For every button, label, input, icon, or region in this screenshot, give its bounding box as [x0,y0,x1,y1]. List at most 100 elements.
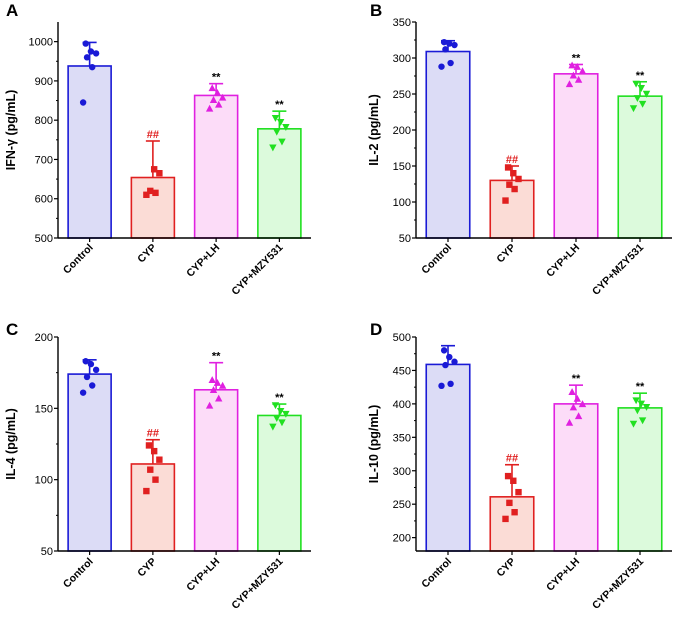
data-point [438,63,445,70]
x-tick-label: CYP [135,242,159,266]
data-point [440,347,448,354]
data-point [82,358,89,365]
data-point [143,191,150,198]
data-point [510,477,517,484]
data-point [208,84,216,92]
data-point [451,41,458,49]
x-tick-label: CYP+MZY531 [229,556,285,612]
data-point [446,40,453,47]
y-tick-label: 150 [393,161,411,173]
data-point [504,472,512,480]
data-point [87,48,95,55]
chart-panel-c: C ## ** ** 50 100 150 200 Control CYP CYP+LH CYP+MZ… [4,320,311,612]
data-point [633,407,642,415]
bar-cyp-mzy531 [617,95,663,239]
data-point [156,170,163,177]
data-point [515,175,522,183]
data-point [215,100,223,108]
data-point [82,40,89,47]
bar-cyp-mzy531 [257,128,302,239]
data-point [79,389,87,396]
data-point [276,118,285,126]
data-point [269,144,277,152]
data-point [502,197,509,204]
bar-cyp-mzy531 [617,407,663,552]
significance-label: ** [212,72,221,84]
y-tick-label: 500 [35,233,53,245]
data-point [209,96,218,103]
x-tick-label: Control [61,242,96,277]
data-point [510,170,517,177]
y-tick-label: 300 [393,53,411,65]
bar-cyp [489,496,535,552]
y-tick-label: 700 [35,154,53,166]
data-point [578,67,587,75]
significance-label: ** [275,99,284,111]
data-point [447,380,454,388]
y-tick-label: 200 [393,533,411,545]
data-point [269,423,277,431]
data-point [442,361,449,369]
data-point [218,93,227,101]
data-point [79,99,87,106]
data-point [638,100,647,108]
panel-letter: C [6,320,18,339]
panel-letter: B [370,1,382,20]
panel-letter: D [370,320,382,339]
data-point [637,400,645,408]
y-tick-label: 500 [393,332,411,344]
data-point [152,476,159,483]
y-tick-label: 100 [35,475,53,487]
data-point [629,420,638,428]
data-point [511,185,518,193]
data-point [637,85,645,92]
y-tick-label: 300 [393,466,411,478]
data-point [565,80,574,88]
data-point [569,403,578,411]
data-point [271,402,280,410]
data-point [573,394,581,402]
y-tick-label: 200 [35,332,53,344]
data-point [273,415,281,423]
y-tick-label: 250 [393,499,411,511]
data-point [147,187,154,195]
bar-control [425,363,471,552]
data-point [440,38,448,46]
data-point [271,115,280,122]
data-point [152,189,159,197]
data-point [89,382,96,389]
x-tick-label: CYP+MZY531 [590,556,646,612]
data-point [205,401,214,409]
y-tick-label: 150 [35,403,53,415]
bar-control [67,373,112,552]
y-tick-label: 200 [393,125,411,137]
chart-panel-a: A ## ** ** 500 600 700 800 900 1000 Control CYP CYP+… [4,1,311,298]
data-point [568,61,576,69]
data-point [215,394,223,402]
significance-label: ** [212,351,221,363]
significance-label: ## [506,154,518,166]
significance-label: ** [636,381,645,393]
data-point [451,358,458,365]
x-tick-label: CYP [135,556,159,580]
data-point [150,447,158,455]
data-point [150,166,158,173]
y-tick-label: 900 [35,76,53,88]
data-point [642,90,651,98]
data-point [629,105,638,113]
x-tick-label: CYP+LH [184,556,222,594]
significance-label: ## [147,129,159,141]
data-point [143,487,150,495]
data-point [642,404,651,411]
data-point [276,407,285,415]
bar-cyp-lh [553,403,599,552]
data-point [515,488,522,496]
panel-letter: A [6,1,18,20]
y-tick-label: 350 [393,432,411,444]
data-point [502,515,509,523]
data-point [447,59,454,67]
data-point [506,499,513,507]
y-tick-label: 400 [393,399,411,411]
y-tick-label: 50 [399,233,411,245]
data-point [511,509,518,516]
